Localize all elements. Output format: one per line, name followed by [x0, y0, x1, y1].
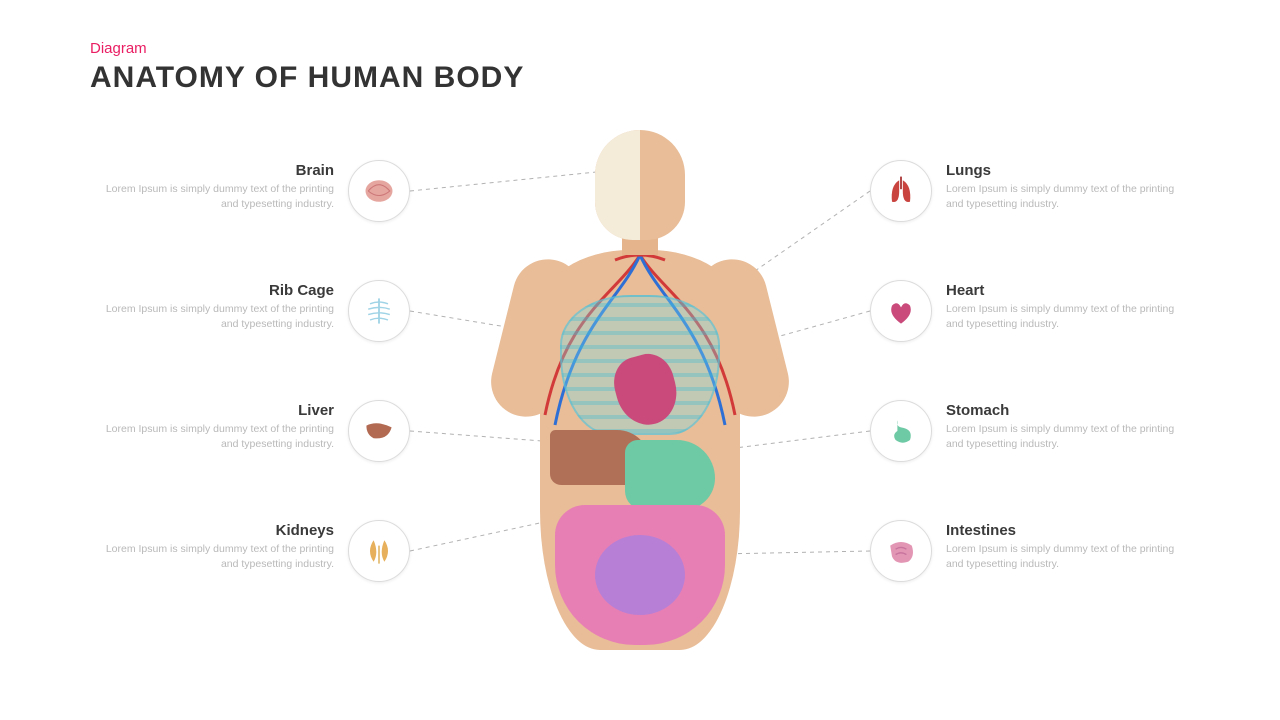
label-liver-title: Liver: [90, 402, 334, 419]
label-kidneys-desc: Lorem Ipsum is simply dummy text of the …: [90, 542, 334, 572]
label-brain: Brain Lorem Ipsum is simply dummy text of…: [90, 160, 410, 222]
label-ribcage-title: Rib Cage: [90, 282, 334, 299]
label-liver: Liver Lorem Ipsum is simply dummy text of…: [90, 400, 410, 462]
label-stomach-text: Stomach Lorem Ipsum is simply dummy text …: [946, 400, 1190, 452]
kicker: Diagram: [90, 40, 524, 57]
label-ribcage: Rib Cage Lorem Ipsum is simply dummy text…: [90, 280, 410, 342]
page-title: ANATOMY OF HUMAN BODY: [90, 61, 524, 95]
label-stomach: Stomach Lorem Ipsum is simply dummy text …: [870, 400, 1190, 462]
brain-icon: [348, 160, 410, 222]
label-stomach-title: Stomach: [946, 402, 1190, 419]
label-intestines: Intestines Lorem Ipsum is simply dummy te…: [870, 520, 1190, 582]
anatomy-figure: [510, 130, 770, 690]
liver-icon: [348, 400, 410, 462]
label-brain-title: Brain: [90, 162, 334, 179]
ribcage-icon: [348, 280, 410, 342]
label-liver-text: Liver Lorem Ipsum is simply dummy text of…: [90, 400, 334, 452]
label-lungs-desc: Lorem Ipsum is simply dummy text of the …: [946, 182, 1190, 212]
stomach-icon: [870, 400, 932, 462]
label-intestines-text: Intestines Lorem Ipsum is simply dummy te…: [946, 520, 1190, 572]
intestines-icon: [870, 520, 932, 582]
label-heart-text: Heart Lorem Ipsum is simply dummy text of…: [946, 280, 1190, 332]
label-kidneys-text: Kidneys Lorem Ipsum is simply dummy text …: [90, 520, 334, 572]
label-ribcage-text: Rib Cage Lorem Ipsum is simply dummy text…: [90, 280, 334, 332]
label-lungs: Lungs Lorem Ipsum is simply dummy text of…: [870, 160, 1190, 222]
label-ribcage-desc: Lorem Ipsum is simply dummy text of the …: [90, 302, 334, 332]
label-liver-desc: Lorem Ipsum is simply dummy text of the …: [90, 422, 334, 452]
label-intestines-title: Intestines: [946, 522, 1190, 539]
label-stomach-desc: Lorem Ipsum is simply dummy text of the …: [946, 422, 1190, 452]
header: Diagram ANATOMY OF HUMAN BODY: [90, 40, 524, 95]
kidneys-icon: [348, 520, 410, 582]
label-brain-desc: Lorem Ipsum is simply dummy text of the …: [90, 182, 334, 212]
label-kidneys-title: Kidneys: [90, 522, 334, 539]
label-kidneys: Kidneys Lorem Ipsum is simply dummy text …: [90, 520, 410, 582]
label-heart-title: Heart: [946, 282, 1190, 299]
label-intestines-desc: Lorem Ipsum is simply dummy text of the …: [946, 542, 1190, 572]
label-lungs-title: Lungs: [946, 162, 1190, 179]
lungs-icon: [870, 160, 932, 222]
label-lungs-text: Lungs Lorem Ipsum is simply dummy text of…: [946, 160, 1190, 212]
label-heart-desc: Lorem Ipsum is simply dummy text of the …: [946, 302, 1190, 332]
label-brain-text: Brain Lorem Ipsum is simply dummy text of…: [90, 160, 334, 212]
heart-icon: [870, 280, 932, 342]
label-heart: Heart Lorem Ipsum is simply dummy text of…: [870, 280, 1190, 342]
